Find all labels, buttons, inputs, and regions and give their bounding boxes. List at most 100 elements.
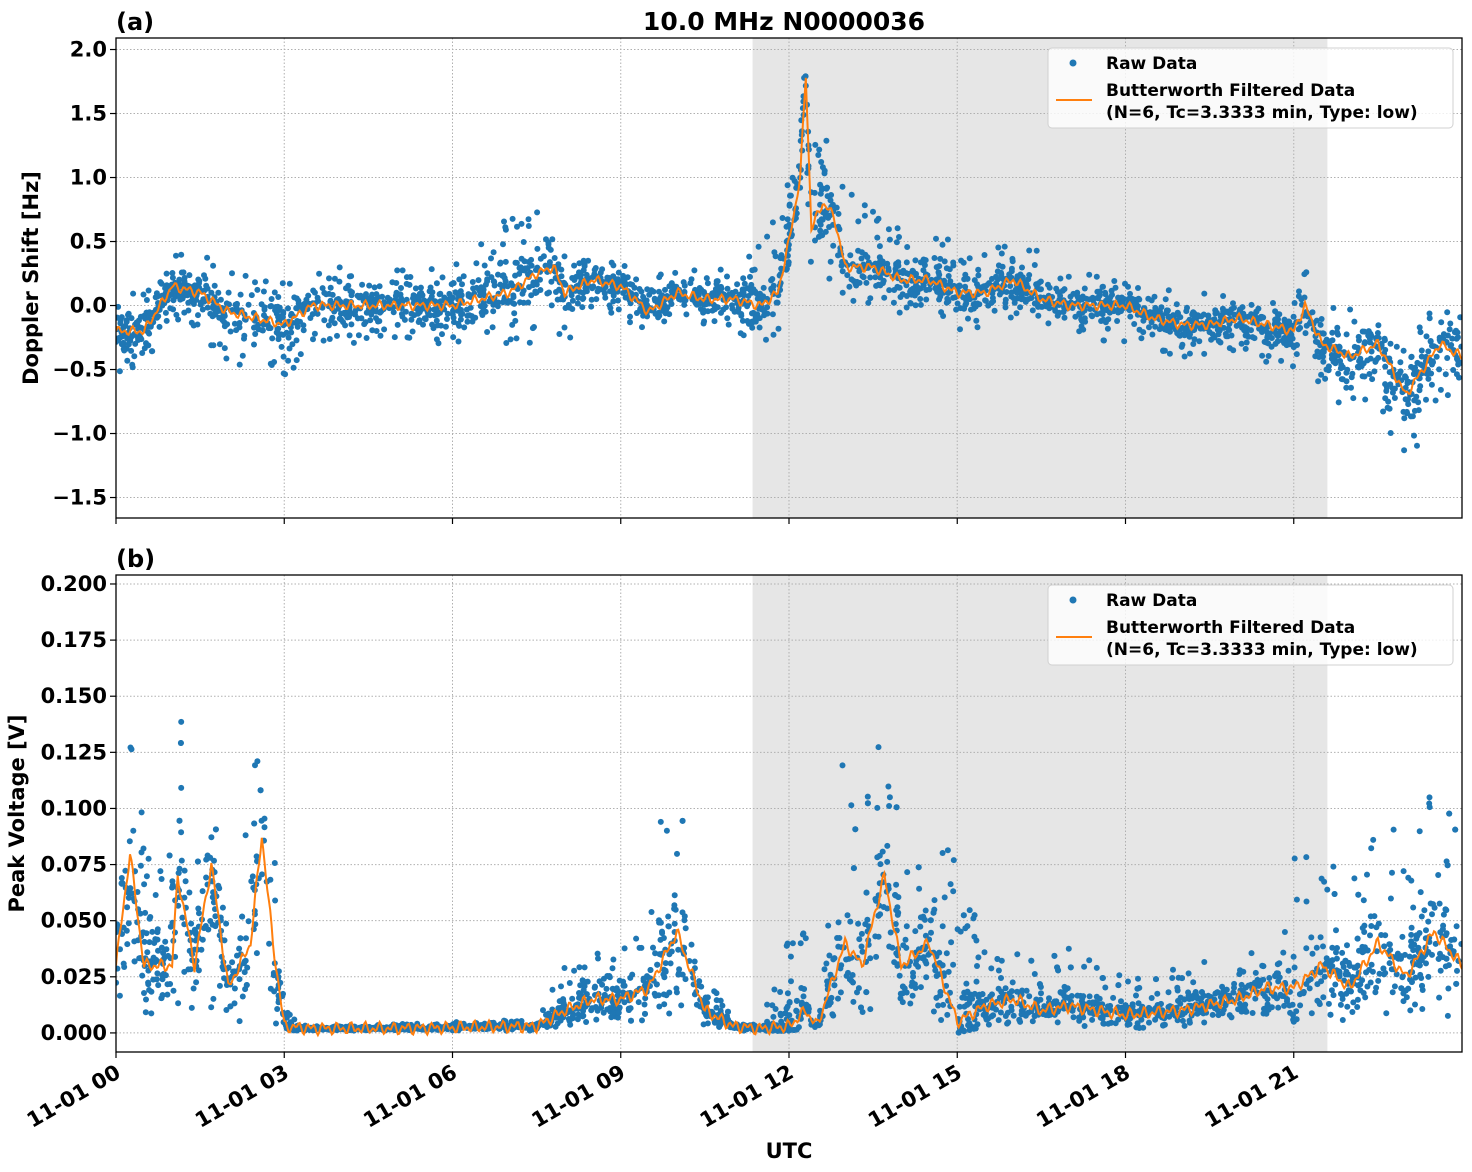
raw-data-point	[185, 299, 192, 306]
raw-data-point	[1025, 296, 1032, 303]
raw-data-point	[671, 892, 678, 899]
raw-data-point	[1219, 983, 1226, 990]
raw-data-point	[847, 252, 854, 259]
raw-data-point	[909, 992, 916, 999]
raw-data-point	[398, 285, 404, 291]
raw-data-point	[537, 287, 544, 293]
raw-data-point	[1417, 971, 1424, 978]
raw-data-point	[938, 1017, 945, 1023]
raw-data-point	[593, 1016, 600, 1023]
raw-data-point	[896, 972, 903, 979]
raw-data-point	[1426, 804, 1433, 811]
raw-data-point	[1417, 889, 1424, 896]
raw-data-point	[488, 255, 494, 262]
raw-data-point	[476, 287, 483, 294]
raw-data-point	[283, 329, 290, 336]
raw-data-point	[175, 1000, 182, 1007]
raw-data-point	[904, 244, 911, 250]
raw-data-point	[800, 993, 807, 1000]
raw-data-point	[835, 252, 841, 259]
raw-data-point	[846, 283, 853, 290]
raw-data-point	[608, 1014, 615, 1021]
raw-data-point	[777, 989, 784, 995]
raw-data-point	[1209, 1011, 1216, 1018]
raw-data-point	[1364, 871, 1370, 878]
raw-data-point	[1054, 1019, 1061, 1026]
raw-data-point	[186, 272, 193, 279]
raw-data-point	[297, 351, 304, 358]
raw-data-point	[568, 292, 575, 299]
raw-data-point	[231, 1000, 238, 1007]
raw-data-point	[981, 949, 988, 956]
raw-data-point	[132, 340, 139, 347]
raw-data-point	[269, 335, 276, 342]
raw-data-point	[120, 960, 127, 967]
raw-data-point	[838, 262, 845, 269]
raw-data-point	[185, 966, 192, 973]
raw-data-point	[1081, 963, 1088, 970]
raw-data-point	[635, 999, 642, 1006]
raw-data-point	[601, 290, 608, 297]
raw-data-point	[648, 909, 655, 915]
raw-data-point	[1183, 308, 1190, 315]
raw-data-point	[1329, 329, 1336, 336]
raw-data-point	[1236, 320, 1243, 327]
raw-data-point	[1417, 329, 1424, 336]
raw-data-point	[1408, 938, 1415, 945]
raw-data-point	[495, 271, 501, 278]
raw-data-point	[169, 882, 176, 889]
raw-data-point	[363, 291, 369, 298]
raw-data-point	[1019, 264, 1025, 271]
raw-data-point	[1393, 971, 1400, 978]
raw-data-point	[537, 255, 544, 262]
raw-data-point	[271, 359, 278, 365]
raw-data-point	[178, 857, 185, 864]
raw-data-point	[1290, 342, 1297, 349]
raw-data-point	[751, 266, 758, 273]
raw-data-point	[329, 291, 336, 298]
raw-data-point	[145, 323, 152, 330]
raw-data-point	[286, 280, 293, 287]
raw-data-point	[342, 322, 349, 329]
raw-data-point	[1430, 901, 1436, 908]
raw-data-point	[1114, 318, 1121, 324]
raw-data-point	[936, 296, 943, 303]
raw-data-point	[1449, 335, 1456, 342]
raw-data-point	[975, 266, 982, 273]
raw-data-point	[1439, 926, 1446, 933]
raw-data-point	[1186, 333, 1193, 340]
raw-data-point	[886, 287, 893, 294]
raw-data-point	[652, 297, 659, 304]
raw-data-point	[704, 308, 711, 315]
raw-data-point	[1280, 949, 1287, 956]
raw-data-point	[836, 226, 843, 233]
raw-data-point	[1387, 430, 1394, 436]
raw-data-point	[415, 295, 422, 301]
raw-data-point	[326, 275, 332, 282]
raw-data-point	[1157, 308, 1163, 315]
raw-data-point	[1096, 995, 1103, 1002]
raw-data-point	[667, 960, 674, 967]
raw-data-point	[150, 976, 157, 983]
raw-data-point	[233, 327, 240, 334]
raw-data-point	[406, 281, 413, 288]
raw-data-point	[1387, 895, 1394, 902]
raw-data-point	[1296, 288, 1302, 295]
raw-data-point	[873, 282, 880, 289]
raw-data-point	[234, 952, 240, 959]
raw-data-point	[1002, 304, 1009, 311]
panel-a: 2.01.51.00.50.0−0.5−1.0−1.5(a)Doppler Sh…	[19, 8, 1463, 524]
raw-data-point	[588, 296, 595, 303]
raw-data-point	[393, 280, 400, 286]
raw-data-point	[1268, 343, 1275, 350]
raw-data-point	[812, 141, 819, 148]
raw-data-point	[314, 294, 321, 301]
raw-data-point	[1389, 385, 1396, 392]
raw-data-point	[609, 965, 616, 972]
raw-data-point	[1412, 974, 1419, 981]
raw-data-point	[1181, 1022, 1188, 1029]
raw-data-point	[936, 271, 943, 278]
raw-data-point	[178, 718, 185, 725]
raw-data-point	[349, 289, 355, 296]
raw-data-point	[1045, 281, 1051, 288]
